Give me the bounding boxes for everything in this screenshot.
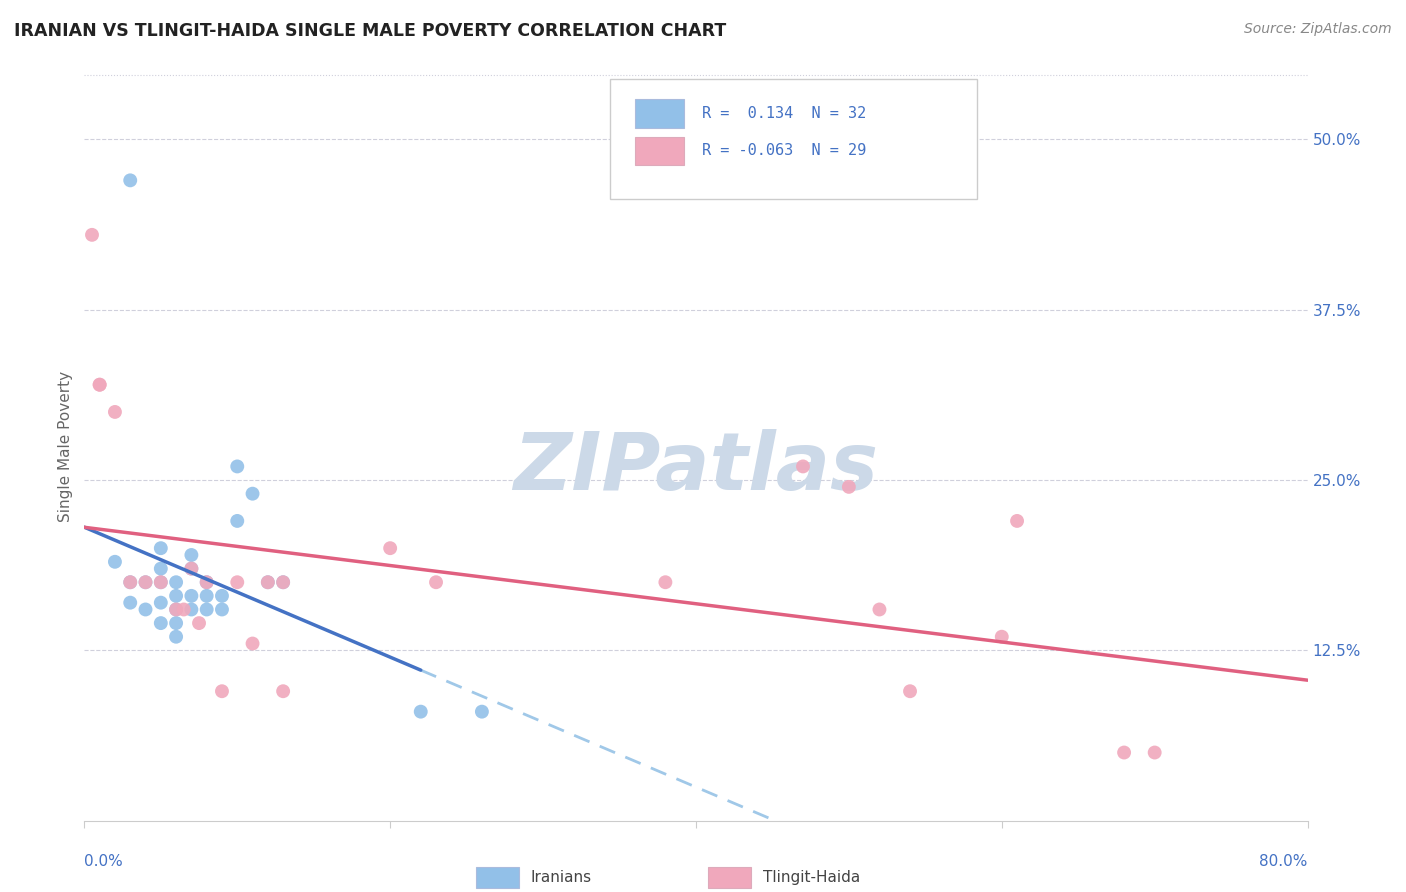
Point [195,589,218,603]
FancyBboxPatch shape [636,99,683,128]
Point [135,602,157,616]
Point [80,227,103,242]
Point [120,173,142,187]
Point [195,602,218,616]
Point [173,602,195,616]
Text: Iranians: Iranians [531,870,592,885]
Point [180,602,202,616]
Point [188,616,211,631]
Point [792,459,814,474]
Point [991,630,1014,644]
Text: IRANIAN VS TLINGIT-HAIDA SINGLE MALE POVERTY CORRELATION CHART: IRANIAN VS TLINGIT-HAIDA SINGLE MALE POV… [14,22,727,40]
Text: R =  0.134  N = 32: R = 0.134 N = 32 [702,106,866,120]
Point [149,596,172,610]
Point [104,555,127,569]
Point [149,541,172,556]
Point [211,602,233,616]
Point [120,596,142,610]
Point [165,630,187,644]
Point [211,684,233,698]
Point [104,405,127,419]
Point [898,684,921,698]
Point [242,636,264,650]
Point [654,575,676,590]
Point [271,575,294,590]
Point [471,705,494,719]
Point [195,575,218,590]
Point [180,548,202,562]
Point [135,575,157,590]
Y-axis label: Single Male Poverty: Single Male Poverty [58,370,73,522]
Text: Source: ZipAtlas.com: Source: ZipAtlas.com [1244,22,1392,37]
Point [211,589,233,603]
Point [838,480,860,494]
Point [242,486,264,500]
Point [165,589,187,603]
Point [226,575,249,590]
Text: R = -0.063  N = 29: R = -0.063 N = 29 [702,144,866,158]
Point [409,705,432,719]
FancyBboxPatch shape [709,867,751,888]
Point [380,541,402,556]
Point [869,602,891,616]
Point [149,575,172,590]
Point [165,575,187,590]
Point [257,575,280,590]
Point [135,575,157,590]
Text: Tlingit-Haida: Tlingit-Haida [763,870,860,885]
FancyBboxPatch shape [610,78,977,199]
Point [180,561,202,575]
Point [195,575,218,590]
Point [165,602,187,616]
Point [149,561,172,575]
Point [1005,514,1028,528]
Point [120,575,142,590]
Point [1143,746,1166,760]
Point [271,684,294,698]
Point [271,575,294,590]
FancyBboxPatch shape [636,136,683,165]
Point [425,575,447,590]
Point [165,602,187,616]
Point [226,459,249,474]
Point [257,575,280,590]
Point [149,575,172,590]
Text: 80.0%: 80.0% [1260,855,1308,870]
Point [180,561,202,575]
Point [226,514,249,528]
Point [1114,746,1136,760]
Text: 0.0%: 0.0% [84,855,124,870]
Text: ZIPatlas: ZIPatlas [513,429,879,508]
Point [120,575,142,590]
Point [89,377,111,392]
Point [89,377,111,392]
Point [180,589,202,603]
FancyBboxPatch shape [475,867,519,888]
Point [149,616,172,631]
Point [165,616,187,631]
